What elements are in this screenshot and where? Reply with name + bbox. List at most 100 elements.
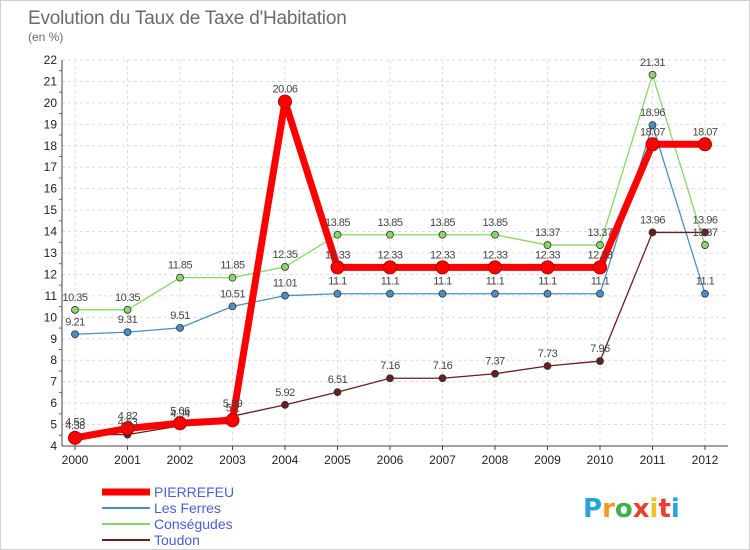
- x-tick-label: 2009: [534, 453, 561, 467]
- data-label: 11.01: [273, 278, 298, 290]
- x-tick-label: 2006: [377, 453, 404, 467]
- data-point: [68, 430, 82, 445]
- y-tick-label: 13: [44, 246, 58, 260]
- data-label: 9.21: [65, 316, 85, 328]
- data-point: [438, 289, 447, 298]
- data-label: 4.38: [65, 420, 85, 432]
- data-point: [386, 289, 394, 298]
- data-point: [383, 260, 397, 275]
- data-point: [596, 289, 604, 298]
- data-label: 5.06: [170, 405, 190, 417]
- data-point: [281, 263, 289, 271]
- brand-letter: x: [633, 494, 650, 524]
- data-label: 10.35: [62, 292, 87, 304]
- data-label: 12.35: [272, 249, 297, 261]
- data-point: [333, 230, 342, 239]
- brand-letter: t: [658, 494, 670, 524]
- x-tick-label: 2011: [640, 453, 666, 467]
- y-tick-label: 18: [44, 139, 58, 153]
- brand-letter: o: [615, 494, 633, 524]
- data-point: [648, 228, 657, 237]
- data-label: 18.07: [692, 126, 717, 138]
- data-point: [176, 323, 184, 332]
- data-point: [698, 137, 712, 152]
- x-tick-label: 2012: [692, 453, 719, 467]
- y-tick-label: 16: [44, 182, 58, 196]
- data-label: 11.1: [538, 276, 557, 288]
- series-lines: [68, 70, 712, 445]
- y-tick-label: 15: [44, 203, 58, 217]
- data-labels: 10.35 10.35 11.85 11.85 12.35 13.85 13.85 13.85…: [62, 57, 718, 432]
- data-label: 11.85: [220, 260, 245, 272]
- y-tick-label: 12: [44, 267, 58, 281]
- y-tick-label: 19: [44, 117, 58, 131]
- data-label: 12.33: [587, 249, 612, 261]
- y-tick-label: 4: [50, 439, 57, 453]
- data-label: 7.73: [538, 348, 558, 360]
- data-point: [596, 241, 604, 249]
- data-point: [438, 374, 447, 383]
- data-point: [333, 388, 342, 397]
- data-point: [491, 230, 499, 239]
- data-label: 21.31: [640, 57, 665, 69]
- data-label: 9.31: [118, 314, 138, 326]
- data-label: 13.85: [325, 217, 350, 229]
- data-point: [540, 260, 555, 275]
- data-label: 11.1: [328, 276, 347, 288]
- y-tick-label: 20: [44, 96, 58, 110]
- data-label: 13.37: [587, 227, 612, 239]
- data-point: [701, 228, 709, 237]
- data-point: [330, 260, 345, 275]
- data-label: 13.85: [377, 217, 402, 229]
- data-label: 11.1: [433, 276, 452, 288]
- data-label: 12.33: [535, 249, 560, 261]
- data-point: [386, 374, 394, 383]
- y-tick-label: 14: [44, 225, 58, 239]
- data-label: 11.1: [381, 276, 400, 288]
- y-tick-label: 5: [50, 418, 57, 432]
- y-tick-label: 8: [50, 353, 57, 367]
- data-label: 13.96: [640, 214, 665, 226]
- data-point: [648, 121, 657, 130]
- brand-letter: P: [583, 494, 602, 524]
- data-point: [281, 291, 289, 300]
- data-label: 4.53: [118, 417, 138, 429]
- data-label: 12.33: [377, 249, 402, 261]
- brand-letter: i: [671, 494, 680, 524]
- data-point: [333, 289, 342, 298]
- x-tick-label: 2005: [324, 453, 351, 467]
- data-label: 18.96: [640, 107, 665, 119]
- data-label: 12.33: [430, 249, 455, 261]
- data-label: 9.51: [170, 310, 190, 322]
- data-point: [491, 289, 499, 298]
- data-label: 7.16: [380, 360, 400, 372]
- data-label: 6.51: [328, 374, 348, 386]
- data-point: [543, 362, 552, 370]
- x-tick-label: 2010: [587, 453, 614, 467]
- data-point: [120, 421, 135, 436]
- data-point: [438, 230, 447, 239]
- data-point: [281, 400, 289, 409]
- legend-label: PIERREFEU: [154, 484, 234, 500]
- data-label: 11.1: [486, 276, 505, 288]
- data-point: [488, 260, 502, 275]
- data-point: [435, 260, 450, 275]
- x-tick-label: 2002: [167, 453, 194, 467]
- chart-subtitle: (en %): [28, 30, 63, 44]
- data-label: 12.33: [325, 249, 350, 261]
- brand-text: Proxiti: [583, 494, 680, 524]
- y-tick-label: 11: [45, 289, 58, 303]
- data-point: [278, 94, 292, 109]
- data-label: 10.35: [115, 292, 140, 304]
- data-point: [593, 260, 607, 275]
- data-point: [648, 70, 657, 79]
- x-tick-label: 2001: [114, 453, 141, 467]
- data-label: 18.07: [640, 126, 665, 138]
- data-label: 10.51: [220, 288, 245, 300]
- data-point: [228, 273, 237, 282]
- x-tick-label: 2004: [272, 453, 299, 467]
- data-point: [386, 230, 394, 239]
